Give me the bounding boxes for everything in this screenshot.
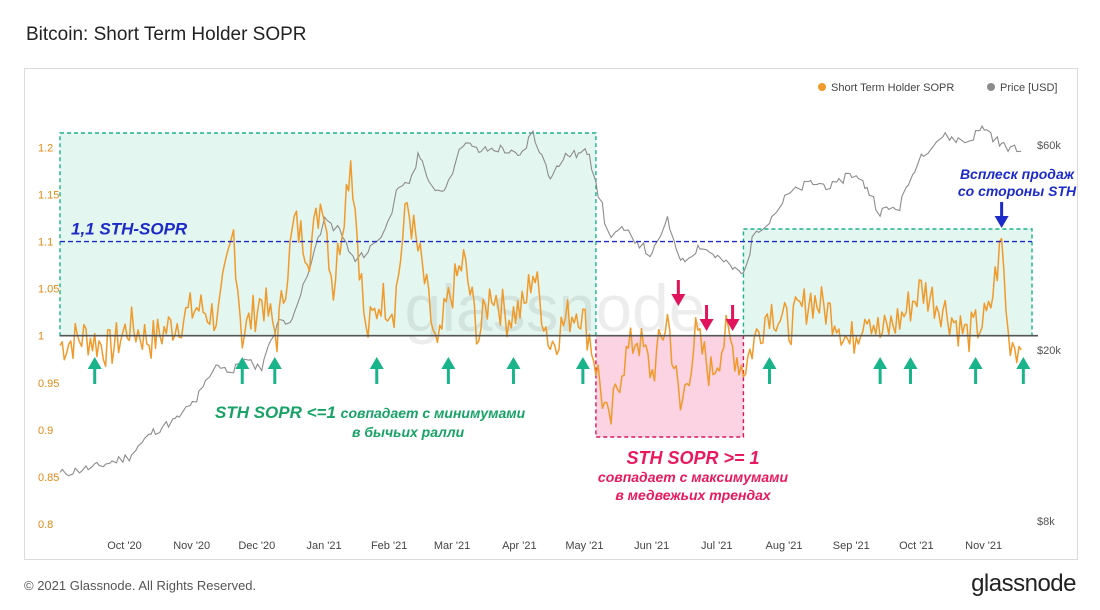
y-left-tick-label: 0.9 — [38, 425, 53, 437]
green-arrow-head — [1016, 357, 1031, 369]
green-arrow-head — [575, 357, 590, 369]
y-left-tick-label: 1.05 — [38, 284, 59, 296]
x-tick-label: Jun '21 — [634, 540, 669, 552]
x-tick-label: Apr '21 — [502, 540, 537, 552]
footer-logo: glassnode — [971, 570, 1076, 597]
legend-price-dot — [987, 83, 995, 91]
green-arrow-head — [506, 357, 521, 369]
y-left-tick-label: 1.2 — [38, 142, 53, 154]
y-right-tick-label: $8k — [1037, 516, 1055, 528]
green-arrow-head — [903, 357, 918, 369]
y-left-tick-label: 0.95 — [38, 378, 59, 390]
spike-annotation-line1: Всплеск продаж — [960, 166, 1075, 182]
y-left-tick-label: 1 — [38, 331, 44, 343]
green-annotation-line1: STH SOPR <=1 совпадает с минимумами — [215, 403, 526, 422]
green-arrow-head — [87, 357, 102, 369]
green-arrow-head — [441, 357, 456, 369]
red-annotation-line1: STH SOPR >= 1 — [626, 448, 759, 468]
y-right-tick-label: $20k — [1037, 345, 1061, 357]
x-tick-label: Aug '21 — [766, 540, 803, 552]
red-annotation-line2: совпадает с максимумами — [598, 469, 789, 485]
x-tick-label: Dec '20 — [238, 540, 275, 552]
red-box-bear-2021 — [595, 335, 745, 438]
blue-arrow-head — [994, 216, 1009, 228]
green-arrow-head — [762, 357, 777, 369]
legend-sopr-label: Short Term Holder SOPR — [831, 82, 954, 94]
spike-annotation-line2: со стороны STH — [958, 183, 1077, 199]
watermark-glassnode: glassnode — [405, 271, 706, 345]
page-title: Bitcoin: Short Term Holder SOPR — [26, 24, 307, 45]
red-arrow-head — [671, 294, 686, 306]
y-left-tick-label: 1.1 — [38, 237, 53, 249]
footer-copyright: © 2021 Glassnode. All Rights Reserved. — [24, 578, 257, 593]
x-tick-label: Oct '20 — [107, 540, 142, 552]
x-tick-label: Jul '21 — [701, 540, 732, 552]
green-annotation-rest: совпадает с минимумами — [341, 405, 526, 421]
legend-sopr-dot — [818, 83, 826, 91]
legend-price-label: Price [USD] — [1000, 82, 1057, 94]
x-tick-label: Sep '21 — [833, 540, 870, 552]
y-left-tick-label: 1.15 — [38, 189, 59, 201]
chart-panel: glassnode 0.8 0.85 0.9 0.95 1 1.05 1.1 1.15 1.2 $8… — [24, 68, 1078, 560]
price-line — [59, 124, 1022, 477]
red-arrow-head — [699, 319, 714, 331]
green-box-bull-2020 — [59, 132, 597, 337]
green-arrow-head — [267, 357, 282, 369]
x-tick-label: Oct '21 — [899, 540, 934, 552]
green-box-bull-2021 — [742, 228, 1033, 337]
green-arrow-head — [369, 357, 384, 369]
x-tick-label: Feb '21 — [371, 540, 407, 552]
green-annotation-strong: STH SOPR <=1 — [215, 403, 341, 422]
y-right-tick-label: $60k — [1037, 140, 1061, 152]
x-tick-label: Mar '21 — [434, 540, 470, 552]
y-left-tick-label: 0.8 — [38, 519, 53, 531]
green-arrow-head — [873, 357, 888, 369]
green-arrow-head — [235, 357, 250, 369]
green-annotation-line2: в бычьих ралли — [352, 424, 465, 440]
sopr-chart: glassnode 0.8 0.85 0.9 0.95 1 1.05 1.1 1.15 1.2 $8… — [38, 82, 1077, 552]
x-tick-label: Nov '20 — [173, 540, 210, 552]
x-tick-label: Jan '21 — [306, 540, 341, 552]
red-annotation-line3: в медвежьих трендах — [615, 487, 772, 503]
y-left-tick-label: 0.85 — [38, 472, 59, 484]
sth-threshold-label: 1,1 STH-SOPR — [71, 220, 188, 239]
green-arrow-head — [968, 357, 983, 369]
x-tick-label: Nov '21 — [965, 540, 1002, 552]
x-tick-label: May '21 — [565, 540, 603, 552]
red-arrow-head — [725, 319, 740, 331]
